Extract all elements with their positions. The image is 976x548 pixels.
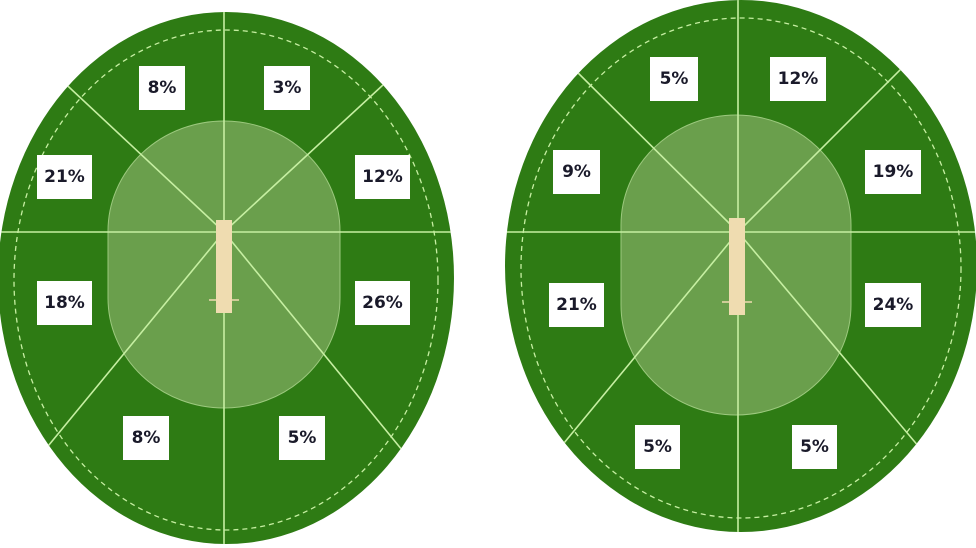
- zone-label-lower-left: 18%: [37, 281, 92, 325]
- right-field: [505, 0, 976, 532]
- zone-label-bottom-right: 5%: [792, 425, 837, 469]
- pitch: [216, 220, 232, 313]
- zone-label-top-left: 5%: [650, 57, 698, 101]
- pitch: [729, 218, 745, 315]
- zone-label-upper-left: 9%: [553, 150, 600, 194]
- zone-label-top-left: 8%: [139, 66, 185, 110]
- zone-label-upper-left: 21%: [37, 155, 92, 199]
- zone-label-upper-right: 12%: [355, 155, 410, 199]
- zone-label-top-right: 12%: [770, 57, 826, 101]
- zone-label-bottom-left: 5%: [635, 425, 680, 469]
- zone-label-upper-right: 19%: [865, 150, 921, 194]
- boundary-rope: [520, 17, 962, 519]
- zone-label-lower-right: 26%: [355, 281, 410, 325]
- zone-label-bottom-left: 8%: [123, 416, 169, 460]
- zone-label-bottom-right: 5%: [279, 416, 325, 460]
- zone-label-lower-left: 21%: [549, 283, 604, 327]
- left-field: [0, 12, 454, 544]
- zone-label-top-right: 3%: [264, 66, 310, 110]
- boundary-rope: [13, 29, 439, 531]
- zone-label-lower-right: 24%: [865, 283, 921, 327]
